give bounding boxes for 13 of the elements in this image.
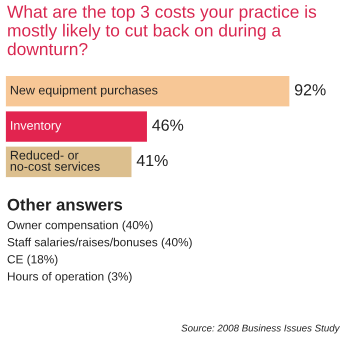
y-tick-label: Reduced- or no-cost services xyxy=(10,150,100,171)
text: Owner compensation (40%) xyxy=(8,220,153,232)
data-label: 41% xyxy=(136,154,168,166)
y-tick-label: New equipment purchases xyxy=(10,85,158,98)
data-label: 46% xyxy=(152,120,184,131)
text: Hours of operation (3%) xyxy=(8,272,132,283)
chart-title: What are the top 3 costs your practice is mostly likely to cut back on during a downturn? xyxy=(7,5,316,56)
text: Other answers xyxy=(8,198,122,211)
text: Staff salaries/raises/bonuses (40%) xyxy=(8,238,192,249)
source-note: Source: 2008 Business Issues Study xyxy=(181,324,340,334)
data-label: 92% xyxy=(294,84,326,96)
text: CE (18%) xyxy=(8,254,58,266)
y-tick-label: Inventory xyxy=(11,121,62,132)
